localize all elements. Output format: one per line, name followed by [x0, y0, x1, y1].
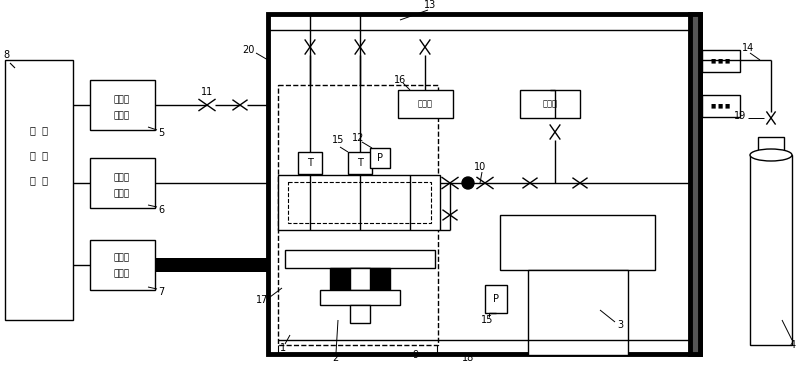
- Text: 17: 17: [256, 295, 268, 305]
- Text: ■ ■ ■: ■ ■ ■: [711, 103, 730, 108]
- Bar: [285, 250, 435, 268]
- Bar: [348, 152, 372, 174]
- Bar: [690, 14, 700, 354]
- Bar: [370, 148, 390, 168]
- Ellipse shape: [750, 149, 792, 161]
- Bar: [485, 285, 507, 313]
- Text: 15: 15: [332, 135, 344, 145]
- Bar: [528, 270, 628, 355]
- Bar: [90, 80, 155, 130]
- Text: 安全阀: 安全阀: [418, 100, 433, 108]
- Text: 16: 16: [394, 75, 406, 85]
- Text: 中  央: 中 央: [30, 125, 48, 135]
- Text: 9: 9: [412, 350, 418, 360]
- Text: 7: 7: [158, 287, 164, 297]
- Bar: [5, 60, 73, 320]
- Text: ■ ■ ■: ■ ■ ■: [711, 59, 730, 63]
- Text: 19: 19: [734, 111, 746, 121]
- Text: 11: 11: [201, 87, 213, 97]
- Text: 5: 5: [158, 128, 164, 138]
- Text: 理  器: 理 器: [30, 175, 48, 185]
- Bar: [288, 182, 431, 223]
- Bar: [398, 90, 453, 118]
- Bar: [758, 137, 784, 157]
- Text: T: T: [357, 158, 363, 168]
- Text: 8: 8: [3, 50, 9, 60]
- Text: 微  处: 微 处: [30, 150, 48, 160]
- Bar: [298, 152, 322, 174]
- Text: 1: 1: [280, 343, 286, 353]
- Bar: [90, 240, 155, 290]
- Bar: [320, 290, 400, 305]
- Text: T: T: [307, 158, 313, 168]
- Bar: [278, 175, 440, 230]
- Text: 光纤成: 光纤成: [114, 254, 130, 262]
- Text: 2: 2: [332, 353, 338, 363]
- Bar: [268, 14, 700, 354]
- Bar: [350, 268, 370, 290]
- Text: 10: 10: [474, 162, 486, 172]
- Text: 析系统: 析系统: [114, 111, 130, 121]
- Bar: [750, 155, 792, 345]
- Text: 制系统: 制系统: [114, 190, 130, 199]
- Bar: [702, 95, 740, 117]
- Text: 计量控: 计量控: [114, 173, 130, 183]
- Bar: [702, 50, 740, 72]
- Text: 6: 6: [158, 205, 164, 215]
- Bar: [500, 215, 655, 270]
- Text: 像系统: 像系统: [114, 269, 130, 279]
- Text: P: P: [377, 153, 383, 163]
- Text: 15: 15: [481, 315, 493, 325]
- Bar: [278, 85, 438, 345]
- Bar: [350, 305, 370, 323]
- Bar: [90, 158, 155, 208]
- Text: 12: 12: [352, 133, 364, 143]
- Circle shape: [462, 177, 474, 189]
- Text: 3: 3: [617, 320, 623, 330]
- Text: 色谱分: 色谱分: [114, 96, 130, 104]
- Text: 安全阀: 安全阀: [542, 100, 558, 108]
- Text: 13: 13: [424, 0, 436, 10]
- Bar: [155, 258, 268, 272]
- Bar: [330, 268, 390, 290]
- Text: 14: 14: [742, 43, 754, 53]
- Text: 20: 20: [242, 45, 254, 55]
- Text: 4: 4: [790, 340, 796, 350]
- Bar: [520, 90, 580, 118]
- Text: 18: 18: [462, 353, 474, 363]
- Text: P: P: [493, 294, 499, 304]
